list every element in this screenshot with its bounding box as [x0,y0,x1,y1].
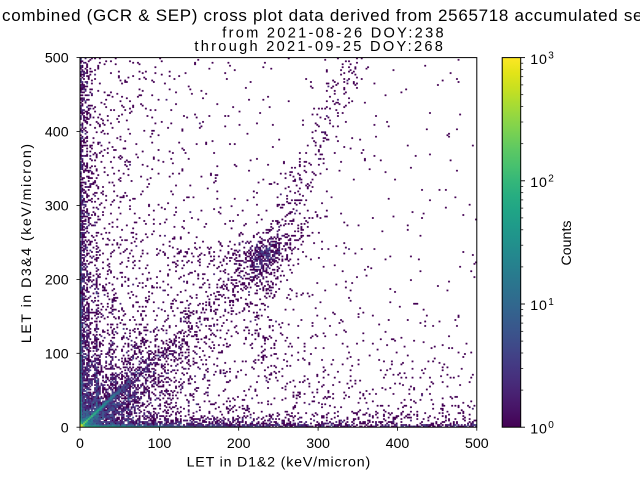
svg-text:combined (GCR & SEP) cross plo: combined (GCR & SEP) cross plot data der… [2,6,640,25]
svg-text:from 2021-08-26 DOY:238: from 2021-08-26 DOY:238 [222,26,446,42]
svg-text:500: 500 [45,51,69,67]
svg-text:through 2021-09-25 DOY:268: through 2021-09-25 DOY:268 [194,39,445,55]
svg-text:200: 200 [227,436,251,452]
svg-text:10: 10 [530,52,547,68]
svg-text:300: 300 [45,199,69,215]
svg-text:LET in D1&2 (keV/micron): LET in D1&2 (keV/micron) [187,454,371,470]
svg-text:400: 400 [45,125,69,141]
svg-text:10: 10 [530,298,547,314]
svg-text:500: 500 [465,436,489,452]
svg-text:0: 0 [61,420,69,436]
svg-text:LET in D3&4 (keV/micron): LET in D3&4 (keV/micron) [19,143,35,344]
svg-text:1: 1 [548,297,554,308]
svg-text:10: 10 [530,175,547,191]
svg-text:100: 100 [45,346,69,362]
svg-text:200: 200 [45,273,69,289]
svg-text:300: 300 [306,436,330,452]
svg-text:0: 0 [548,420,554,431]
svg-text:2: 2 [548,174,554,185]
svg-text:3: 3 [548,50,554,61]
svg-text:10: 10 [530,421,547,437]
svg-text:100: 100 [148,436,172,452]
svg-text:Counts: Counts [559,221,575,266]
svg-text:0: 0 [76,436,84,452]
svg-text:400: 400 [386,436,410,452]
